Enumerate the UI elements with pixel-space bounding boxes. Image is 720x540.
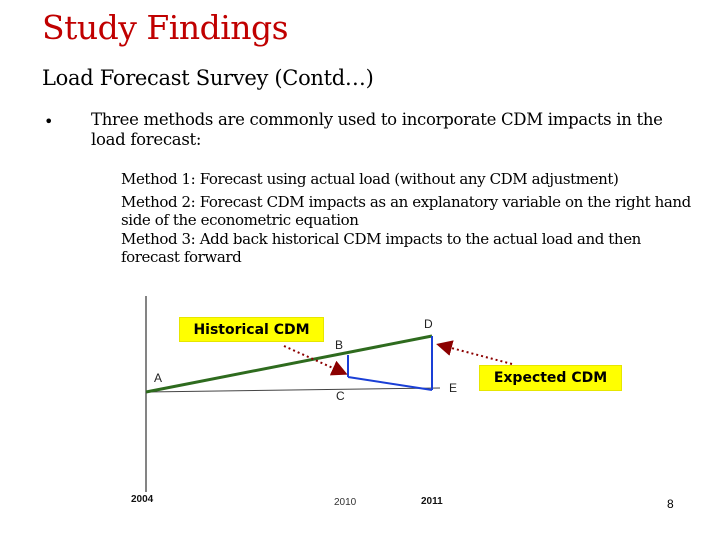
method-3-label: Method 3:: [121, 229, 196, 248]
method-2: Method 2: Forecast CDM impacts as an exp…: [121, 193, 701, 230]
forecast-with-cdm-line: [145, 334, 433, 394]
bullet-text: Three methods are commonly used to incor…: [91, 110, 663, 149]
year-2010-label: 2010: [334, 497, 357, 508]
method-1-label: Method 1:: [121, 170, 196, 188]
historical-cdm-arrow: [283, 345, 348, 376]
year-2004-label: 2004: [131, 494, 154, 505]
methods-list: Method 1: Forecast using actual load (wi…: [121, 170, 701, 271]
method-2-text: Forecast CDM impacts as an explanatory v…: [121, 192, 691, 230]
slide-subtitle: Load Forecast Survey (Contd…): [42, 66, 374, 90]
page-number: 8: [667, 497, 674, 511]
point-e-label: E: [449, 381, 458, 395]
point-d-label: D: [424, 317, 433, 331]
expected-cdm-arrow: [436, 340, 513, 365]
year-2011-label: 2011: [421, 496, 443, 507]
actual-load-line: [347, 376, 433, 391]
point-b-label: B: [335, 338, 344, 352]
baseline-forecast-line: [145, 387, 441, 393]
method-3-text: Add back historical CDM impacts to the a…: [121, 229, 641, 267]
point-a-label: A: [154, 371, 163, 385]
expected-cdm-callout: Expected CDM: [479, 365, 622, 391]
method-1: Method 1: Forecast using actual load (wi…: [121, 170, 701, 189]
historical-cdm-callout: Historical CDM: [179, 317, 324, 342]
method-1-text: Forecast using actual load (without any …: [195, 170, 619, 188]
bullet-marker: •: [44, 112, 54, 131]
method-3: Method 3: Add back historical CDM impact…: [121, 230, 701, 267]
slide-title: Study Findings: [42, 8, 289, 47]
point-c-label: C: [336, 389, 345, 403]
method-2-label: Method 2:: [121, 192, 196, 211]
